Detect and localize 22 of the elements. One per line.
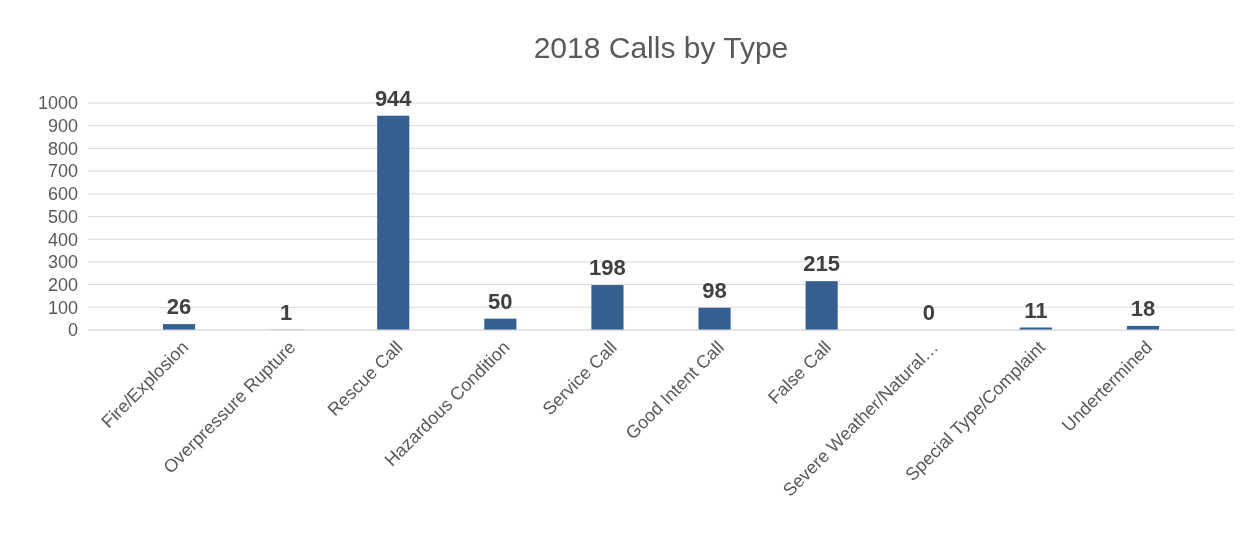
data-label: 50: [488, 288, 513, 314]
y-tick-label: 300: [47, 252, 78, 273]
y-tick-label: 100: [47, 297, 78, 318]
y-tick-label: 1000: [37, 93, 78, 114]
chart-title: 2018 Calls by Type: [533, 31, 789, 64]
data-label: 0: [922, 300, 935, 325]
data-label: 11: [1024, 297, 1048, 323]
data-label: 98: [702, 277, 727, 303]
y-tick-label: 600: [47, 184, 78, 205]
data-label: 26: [166, 294, 192, 320]
data-label: 944: [374, 85, 413, 111]
data-label: 18: [1130, 295, 1156, 321]
y-tick-label: 200: [47, 274, 78, 295]
y-tick-label: 700: [47, 161, 78, 182]
y-tick-label: 900: [47, 116, 78, 136]
y-tick-label: 0: [67, 320, 78, 341]
data-label: 1: [280, 299, 293, 325]
data-label: 215: [803, 251, 841, 277]
y-tick-label: 800: [47, 138, 78, 159]
y-tick-label: 400: [47, 229, 78, 250]
data-label: 198: [589, 255, 626, 281]
y-tick-label: 500: [47, 206, 78, 227]
